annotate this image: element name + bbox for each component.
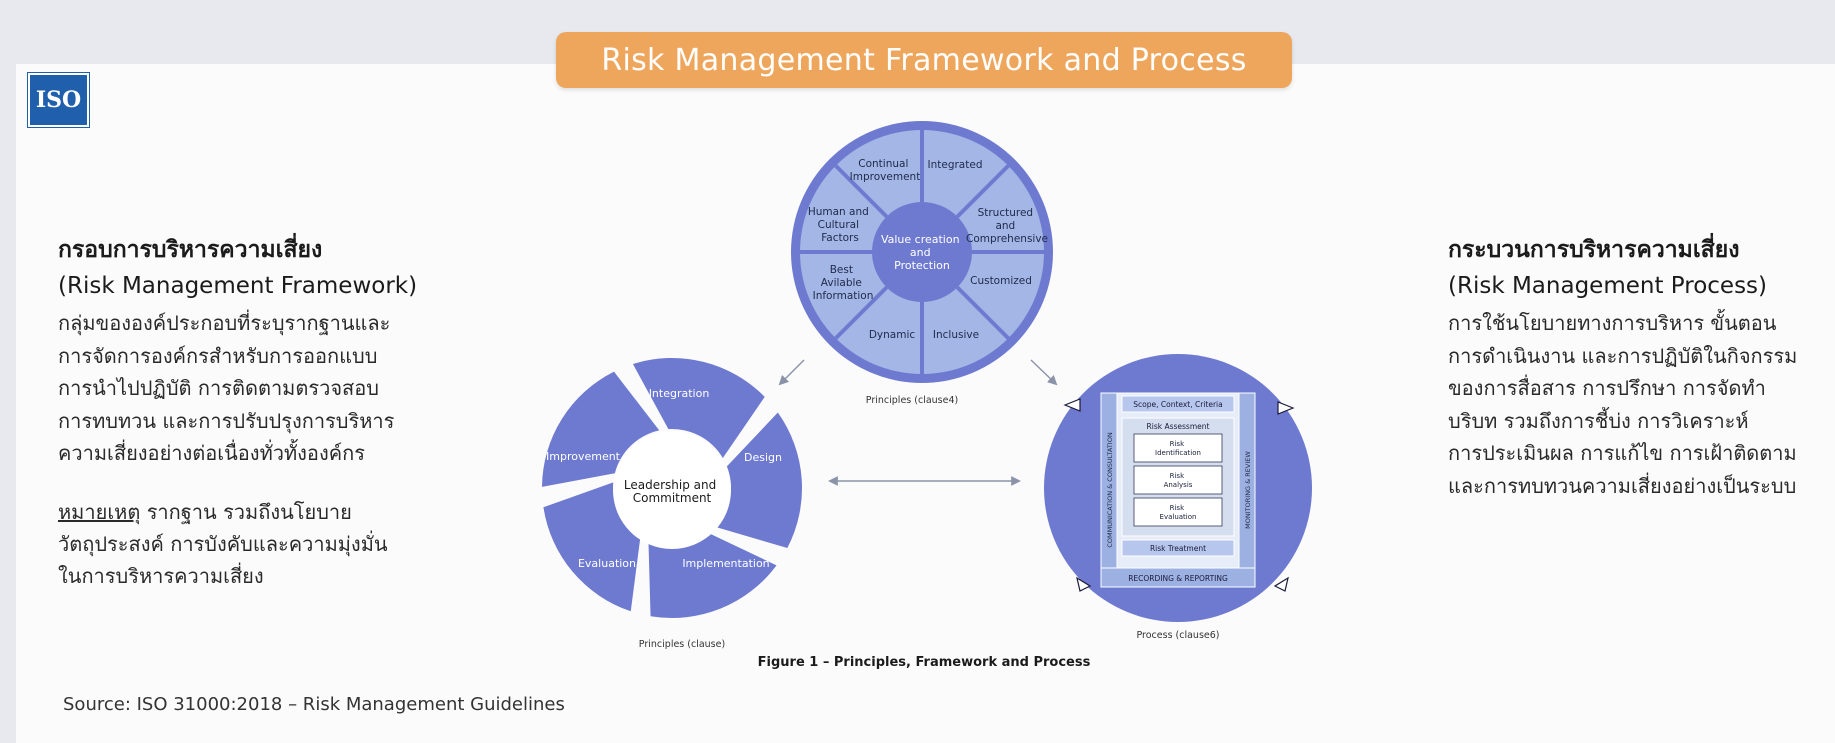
framework-center-label: Leadership and Commitment [624,478,720,505]
process-arrow-icon [1063,398,1081,412]
recording-reporting-label: RECORDING & REPORTING [1128,574,1228,583]
process-body: การใช้นโยบายทางการบริหาร ขั้นตอน การดำเน… [1448,307,1828,502]
principles-center-label: Value creation and Protection [881,233,963,272]
framework-center [613,431,731,549]
process-line: การดำเนินงาน และการปฏิบัติในกิจกรรม [1448,343,1798,368]
process-line: ของการสื่อสาร การปรึกษา การจัดทำ [1448,376,1766,400]
process-circle: COMMUNICATION & CONSULTATION MONITORING … [1044,354,1312,641]
principle-integrated: Integrated [928,159,983,171]
process-heading-en: (Risk Management Process) [1448,273,1768,299]
process-line: การประเมินผล การแก้ไข การเฝ้าติดตาม [1448,441,1797,465]
principles-divider [955,285,1010,340]
process-arrow-icon [1273,576,1289,592]
framework-line: ความเสี่ยงอย่างต่อเนื่องทั่วทั้งองค์กร [58,441,365,465]
framework-line: การนำไปปฏิบัติ การติดตามตรวจสอบ [58,376,379,400]
principles-divider [834,285,889,340]
risk-analysis-label: Risk Analysis [1164,472,1193,489]
process-arrow-icon [1277,401,1295,415]
process-arrow-icon [1076,576,1092,592]
note-line: ในการบริหารความเสี่ยง [58,563,264,588]
principle-continual-improvement: Continual Improvement [850,158,921,183]
framework-caption: Principles (clause) [639,639,725,650]
framework-design: Design [744,451,782,464]
framework-segment [543,482,641,612]
process-description: กระบวนการบริหารความเสี่ยง (Risk Manageme… [1448,233,1828,502]
diagram-connectors [778,359,1058,486]
principles-caption: Principles (clause4) [866,395,958,406]
principle-customized: Customized [970,275,1032,287]
note-line: หมายเหตุ รากฐาน รวมถึงนโยบาย [58,496,498,528]
note-line: วัตถุประสงค์ การบังคับและความมุ่งมั่น [58,531,388,556]
note-label: หมายเหตุ [58,499,141,524]
arrow-principles-to-framework [778,359,805,386]
risk-evaluation-box [1133,497,1223,527]
framework-wheel: Leadership and Commitment Integration De… [542,358,802,650]
risk-treatment-label: Risk Treatment [1150,544,1206,553]
principles-wheel: Value creation and Protection Integrated… [791,121,1053,406]
principles-dividers [800,130,1044,374]
iso-logo: ISO [28,73,89,127]
monitoring-review-label: MONITORING & REVIEW [1244,451,1252,529]
risk-assessment-label: Risk Assessment [1147,422,1210,431]
risk-identification-label: Risk Identification [1155,440,1201,457]
framework-body: กลุ่มขององค์ประกอบที่ระบุรากฐานและ การจั… [58,307,498,470]
principle-dynamic: Dynamic [869,329,916,341]
process-line: บริบท รวมถึงการชี้บ่ง การวิเคราะห์ [1448,408,1749,433]
principles-divider [955,164,1010,219]
framework-line: การจัดการองค์กรสำหรับการออกแบบ [58,343,378,368]
risk-analysis-box [1133,465,1223,495]
framework-heading-en: (Risk Management Framework) [58,273,418,299]
framework-segment [716,412,802,549]
framework-integration: Integration [649,387,710,400]
principle-best-available-information: Best Avilable Information [813,264,874,302]
framework-segment [632,358,765,459]
principle-human-cultural-factors: Human and Cultural Factors [808,206,872,244]
framework-implementation: Implementation [682,557,769,570]
communication-consultation-label: COMMUNICATION & CONSULTATION [1106,432,1114,547]
process-heading-th: กระบวนการบริหารความเสี่ยง [1448,237,1740,263]
framework-line: กลุ่มขององค์ประกอบที่ระบุรากฐานและ [58,311,391,335]
principle-inclusive: Inclusive [933,329,979,341]
framework-evaluation: Evaluation [578,557,636,570]
recording-reporting-bar [1100,567,1256,588]
framework-segment [542,371,660,487]
scope-context-criteria: Scope, Context, Criteria [1133,400,1223,409]
process-line: และการทบทวนความเสี่ยงอย่างเป็นระบบ [1448,473,1797,498]
process-line: การใช้นโยบายทางการบริหาร ขั้นตอน [1448,311,1777,335]
framework-segments [542,358,802,618]
framework-heading-th: กรอบการบริหารความเสี่ยง [58,237,323,263]
framework-improvement: Improvement [546,450,621,463]
framework-description: กรอบการบริหารความเสี่ยง (Risk Management… [58,233,498,592]
risk-evaluation-label: Risk Evaluation [1160,504,1197,521]
scope-box [1121,395,1235,413]
note-text: รากฐาน รวมถึงนโยบาย [146,499,352,524]
principles-center [872,202,972,302]
framework-line: การทบทวน และการปรับปรุงการบริหาร [58,408,395,433]
framework-note: หมายเหตุ รากฐาน รวมถึงนโยบาย วัตถุประสงค… [58,496,498,592]
framework-segment [648,533,777,618]
arrow-principles-to-process [1030,359,1058,386]
figure-caption: Figure 1 – Principles, Framework and Pro… [758,655,1091,670]
principles-divider [834,164,889,219]
risk-treatment-box [1121,539,1235,557]
risk-identification-box [1133,433,1223,463]
source-citation: Source: ISO 31000:2018 – Risk Management… [63,694,565,715]
slide-title: Risk Management Framework and Process [556,32,1292,88]
principle-structured-comprehensive: Structured and Comprehensive [966,207,1048,245]
process-caption: Process (clause6) [1136,630,1219,641]
